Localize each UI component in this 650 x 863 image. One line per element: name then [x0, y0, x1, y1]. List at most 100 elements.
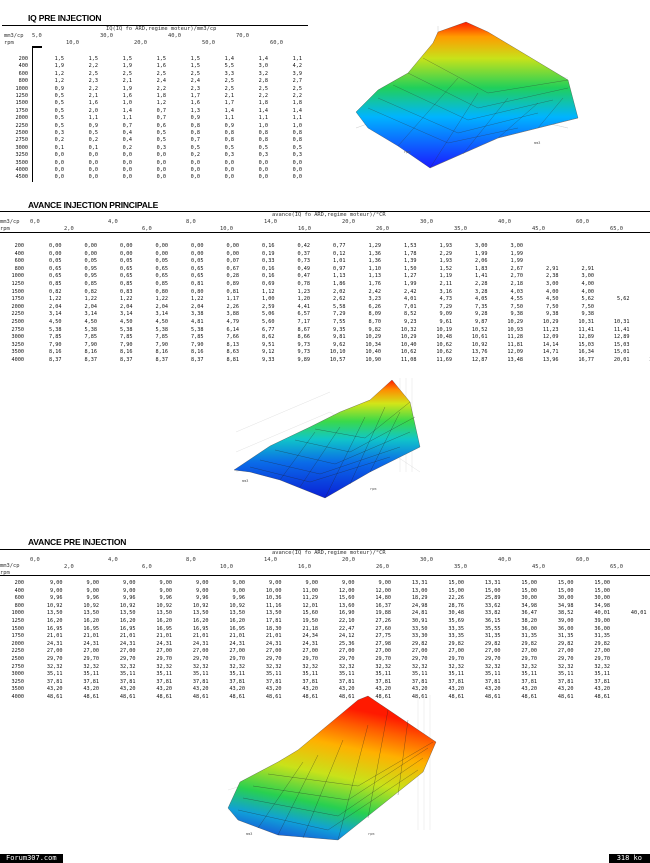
row-rpm-label: 1250: [11, 281, 25, 287]
table-cell: 8,37: [191, 357, 204, 363]
table-cell: 9,00: [50, 587, 63, 594]
table-cell: 1,29: [368, 243, 382, 249]
table-cell: 12,01: [302, 602, 318, 609]
table-cell: 1,36: [368, 250, 382, 257]
table-cell: 32,32: [156, 663, 172, 670]
table-cell: 12,09: [507, 349, 523, 356]
table-cell: 7,90: [191, 341, 204, 348]
table-cell: 0,00: [155, 243, 169, 249]
table-cell: 0,0: [88, 167, 98, 173]
table-cell: 0,1: [88, 144, 98, 151]
table-cell: 27,00: [229, 648, 245, 655]
table-cell: 9,00: [123, 587, 136, 594]
table-cell: 2,8: [258, 78, 268, 85]
table-cell: 3,00: [581, 273, 595, 280]
column-header: 20,0: [342, 219, 355, 225]
table-cell: 2,02: [333, 288, 346, 295]
table-cell: 1,39: [404, 258, 417, 265]
table-cell: 1,36: [368, 258, 382, 265]
table-cell: 0,78: [297, 281, 311, 287]
table-cell: 13,50: [156, 610, 172, 617]
table-cell: 10,92: [192, 602, 209, 609]
table-cell: 0,7: [122, 122, 132, 129]
table-cell: 0,0: [54, 167, 64, 173]
table-cell: 27,00: [521, 648, 537, 655]
table-cell: 1,6: [190, 100, 200, 107]
table-cell: 16,20: [46, 618, 63, 624]
table-cell: 2,04: [191, 303, 204, 310]
column-header: 6,0: [142, 226, 152, 232]
table-cell: 36,00: [557, 625, 574, 632]
column-header: 60,0: [576, 219, 589, 225]
row-rpm-label: 1000: [11, 273, 25, 280]
table-cell: 29,70: [484, 656, 501, 662]
table-cell: 4,50: [120, 319, 133, 325]
table-cell: 0,49: [297, 265, 311, 272]
table-cell: 15,00: [557, 587, 574, 594]
table-cell: 24,34: [302, 633, 318, 640]
table-cell: 35,11: [411, 671, 428, 678]
table-cell: 0,65: [155, 265, 169, 272]
table-cell: 32,32: [229, 663, 245, 670]
row-rpm-label: 1500: [15, 100, 29, 107]
table-cell: 0,89: [226, 281, 240, 287]
table-cell: 27,00: [156, 648, 172, 655]
table-cell: 7,85: [155, 334, 169, 341]
table-cell: 32,32: [192, 663, 209, 670]
table-cell: 7,29: [333, 311, 346, 318]
table-cell: 4,2: [292, 63, 302, 70]
table-cell: 15,00: [521, 580, 537, 586]
table-cell: 12,00: [338, 587, 355, 594]
table-cell: 0,85: [49, 281, 62, 287]
table-cell: 0,80: [191, 288, 204, 295]
table-cell: 0,5: [156, 130, 166, 136]
table-cell: 8,52: [404, 311, 417, 318]
table-cell: 0,16: [262, 243, 275, 249]
table-cell: 0,0: [122, 167, 132, 173]
table-cell: 2,5: [292, 85, 302, 92]
table-cell: 37,81: [156, 678, 172, 685]
table-cell: 8,16: [84, 349, 98, 356]
table-cell: 29,70: [302, 656, 318, 662]
table-cell: 25,36: [338, 640, 355, 647]
table-cell: 13,31: [411, 580, 428, 586]
table-cell: 7,66: [226, 334, 240, 341]
table-cell: 7,17: [297, 319, 311, 325]
column-header: 10,0: [66, 40, 79, 46]
table-cell: 28,76: [448, 602, 464, 609]
row-rpm-label: 1250: [11, 618, 25, 624]
table-cell: 1,99: [510, 258, 524, 265]
table-cell: 33,82: [484, 610, 501, 617]
table-cell: 31,35: [521, 633, 537, 640]
table-cell: 29,70: [265, 656, 282, 662]
table-cell: 1,5: [88, 56, 98, 62]
table-cell: 2,2: [88, 63, 98, 70]
table-cell: 30,48: [448, 610, 464, 617]
table-cell: 10,29: [400, 334, 417, 341]
table-cell: 35,11: [229, 671, 245, 678]
table-cell: 4,03: [510, 288, 524, 295]
table-cell: 10,34: [365, 341, 381, 348]
table-cell: 16,95: [83, 625, 99, 632]
section2-corner-bottom: rpm: [0, 226, 10, 232]
column-header: 60,0: [576, 557, 589, 563]
table-cell: 1,93: [439, 258, 453, 265]
table-cell: 1,17: [226, 296, 240, 303]
row-rpm-label: 800: [14, 602, 24, 609]
table-cell: 24,31: [192, 640, 209, 647]
table-cell: 11,81: [507, 341, 523, 348]
table-cell: 0,65: [191, 265, 204, 272]
table-cell: 0,05: [191, 258, 204, 265]
table-cell: 0,5: [156, 137, 166, 144]
table-cell: 48,61: [46, 694, 63, 700]
table-cell: 27,00: [557, 648, 574, 655]
table-cell: 7,85: [49, 334, 62, 341]
table-cell: 8,37: [84, 357, 98, 363]
table-cell: 0,07: [226, 258, 240, 265]
table-cell: 37,81: [521, 678, 537, 685]
section3-axis-title: avance(IQ fo ARD,regime moteur)/°CR: [272, 550, 386, 556]
table-cell: 10,62: [400, 349, 417, 356]
row-rpm-label: 400: [14, 587, 24, 594]
table-cell: 9,00: [342, 580, 355, 586]
plot3-axis-label: rpm: [368, 832, 374, 836]
